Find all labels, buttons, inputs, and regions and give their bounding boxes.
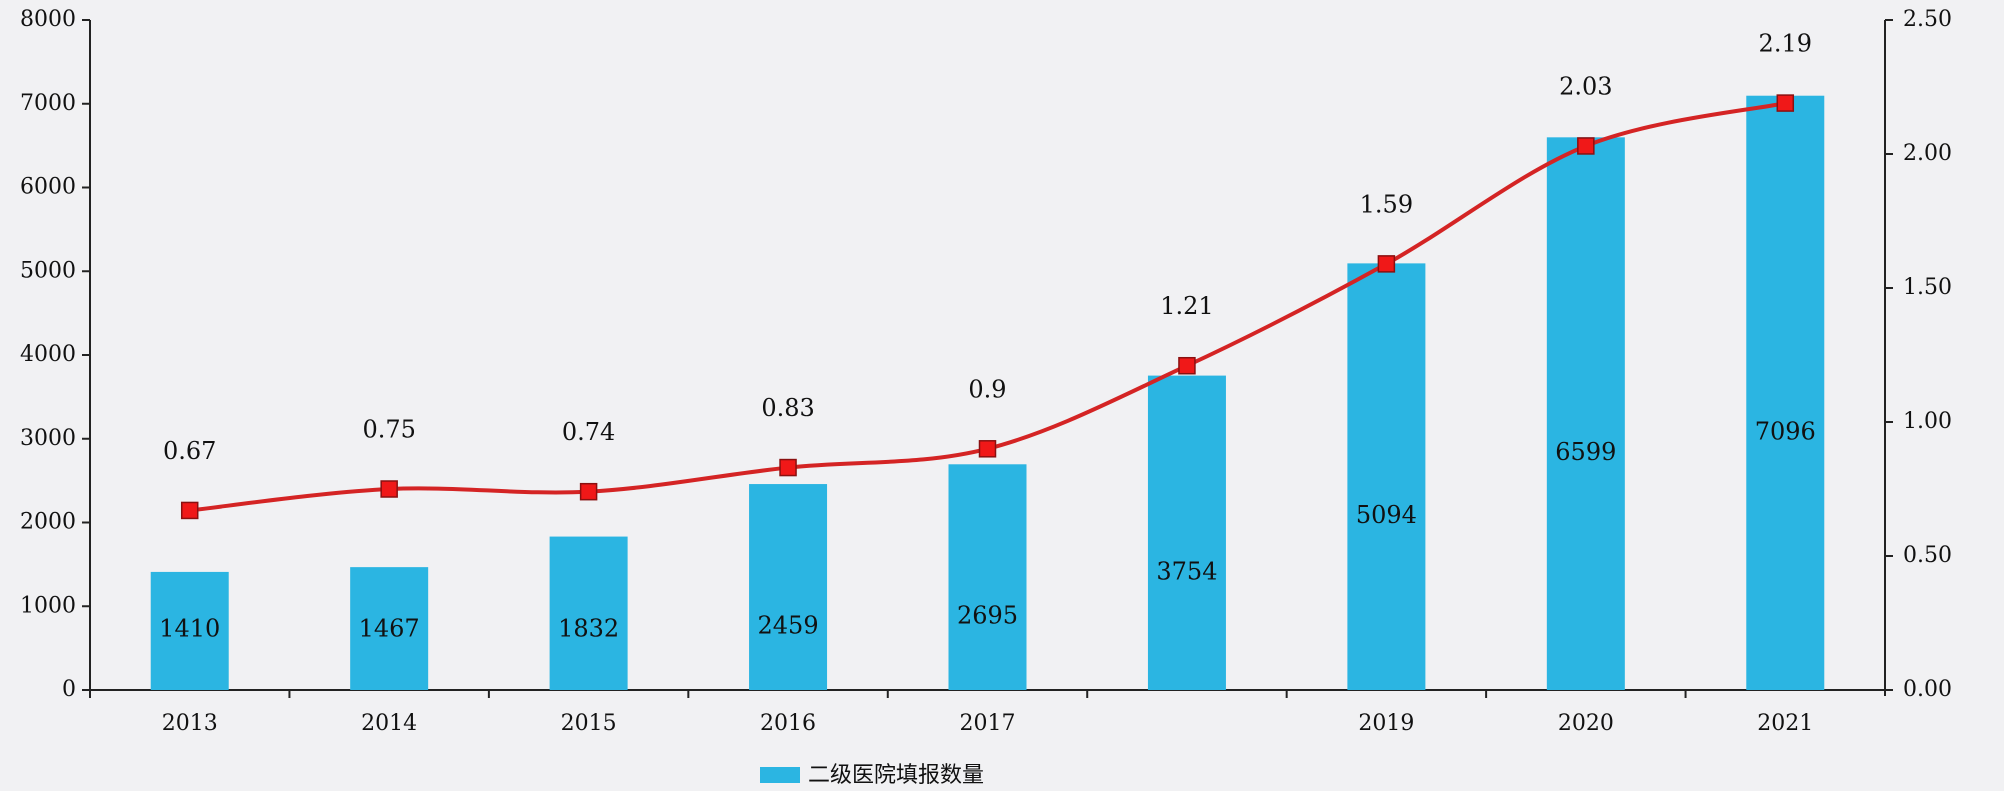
bar bbox=[1347, 263, 1426, 690]
line-value-label: 0.9 bbox=[968, 375, 1006, 403]
line-marker bbox=[180, 501, 199, 520]
x-tick-label: 2016 bbox=[760, 711, 816, 736]
bar-value-label: 2459 bbox=[758, 612, 819, 640]
x-tick-label: 2020 bbox=[1558, 711, 1614, 736]
line-value-label: 0.75 bbox=[362, 416, 415, 444]
y2-tick-label: 2.50 bbox=[1903, 7, 1952, 32]
line-value-label: 1.59 bbox=[1360, 190, 1413, 218]
bar-value-label: 6599 bbox=[1555, 438, 1616, 466]
line-value-label: 2.03 bbox=[1559, 72, 1612, 100]
line-marker bbox=[978, 440, 997, 458]
line-value-label: 0.67 bbox=[163, 437, 216, 465]
bar bbox=[948, 464, 1027, 690]
bar bbox=[1147, 375, 1226, 690]
x-tick-label: 2021 bbox=[1757, 711, 1813, 736]
bar-value-label: 1410 bbox=[159, 615, 220, 643]
y-tick-label: 4000 bbox=[20, 342, 76, 367]
bar bbox=[749, 484, 828, 690]
line-marker bbox=[1178, 356, 1196, 375]
x-tick-label: 2013 bbox=[162, 711, 218, 736]
y2-tick-label: 2.00 bbox=[1903, 141, 1952, 166]
x-tick-label: 2019 bbox=[1358, 711, 1414, 736]
bar bbox=[549, 536, 628, 690]
y2-tick-label: 0.50 bbox=[1903, 543, 1952, 568]
legend-swatch bbox=[760, 767, 800, 783]
bar-value-label: 1832 bbox=[558, 615, 619, 643]
bar bbox=[150, 571, 229, 690]
line-value-label: 0.74 bbox=[562, 418, 615, 446]
legend-label: 二级医院填报数量 bbox=[808, 763, 984, 788]
y2-tick-label: 1.50 bbox=[1903, 275, 1952, 300]
y-tick-label: 1000 bbox=[20, 593, 76, 618]
x-tick-label: 2014 bbox=[361, 711, 417, 736]
y-tick-label: 3000 bbox=[20, 426, 76, 451]
x-tick-label: 2017 bbox=[960, 711, 1016, 736]
x-tick-label: 2015 bbox=[561, 711, 617, 736]
line-value-label: 0.83 bbox=[761, 394, 814, 422]
line-marker bbox=[1377, 255, 1396, 273]
line-marker bbox=[1577, 137, 1595, 155]
y2-tick-label: 1.00 bbox=[1903, 409, 1952, 434]
line-marker bbox=[1776, 94, 1795, 112]
bar-value-label: 5094 bbox=[1356, 501, 1417, 529]
line-marker bbox=[779, 458, 797, 477]
y-tick-label: 2000 bbox=[20, 510, 76, 535]
bar bbox=[1746, 95, 1825, 690]
line-value-label: 1.21 bbox=[1160, 292, 1213, 320]
line-value-label: 2.19 bbox=[1759, 30, 1812, 58]
bar bbox=[1546, 137, 1625, 691]
y-tick-label: 8000 bbox=[20, 7, 76, 32]
y2-tick-label: 0.00 bbox=[1903, 677, 1952, 702]
bar bbox=[350, 567, 429, 690]
y-tick-label: 6000 bbox=[20, 175, 76, 200]
y-tick-label: 5000 bbox=[20, 258, 76, 283]
y-tick-label: 7000 bbox=[20, 91, 76, 116]
bar-value-label: 1467 bbox=[359, 615, 420, 643]
line-marker bbox=[380, 480, 398, 498]
y-tick-label: 0 bbox=[62, 677, 76, 702]
bar-value-label: 7096 bbox=[1755, 417, 1816, 445]
bar-value-label: 3754 bbox=[1156, 557, 1217, 585]
bar-value-label: 2695 bbox=[957, 602, 1018, 630]
line-marker bbox=[579, 482, 598, 501]
